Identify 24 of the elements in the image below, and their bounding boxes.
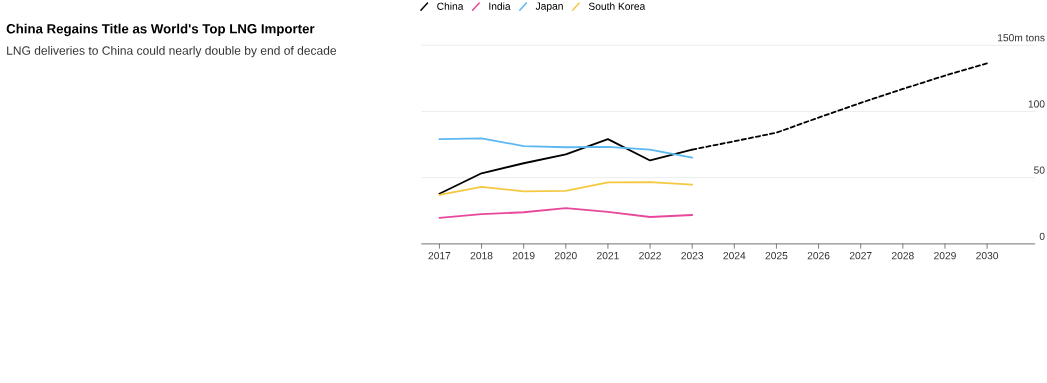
x-tick-label: 2021 xyxy=(597,252,619,260)
x-tick-label: 2017 xyxy=(428,252,451,260)
x-tick-label: 2024 xyxy=(723,252,746,260)
x-tick-label: 2019 xyxy=(512,252,535,260)
x-tick-label: 2030 xyxy=(976,252,999,260)
x-tick-label: 2022 xyxy=(639,252,661,260)
text: China Regains Title as World's Top LNG Importer xyxy=(6,23,315,37)
x-tick-label: 2027 xyxy=(849,252,872,260)
legend-label: South Korea xyxy=(588,2,646,10)
legend-label: China xyxy=(437,2,464,10)
x-tick-label: 2020 xyxy=(554,252,577,260)
y-tick-label: 150m tons xyxy=(998,34,1045,42)
x-tick-label: 2026 xyxy=(807,252,830,260)
text: LNG deliveries to China could nearly double by end of decade xyxy=(7,46,337,58)
legend-label: India xyxy=(489,2,511,10)
legend-label: Japan xyxy=(535,2,563,12)
x-tick-label: 2025 xyxy=(765,252,788,260)
x-tick-label: 2023 xyxy=(681,252,704,260)
y-tick-label: 0 xyxy=(1039,232,1045,240)
y-tick-label: 100 xyxy=(1028,100,1045,108)
x-tick-label: 2029 xyxy=(934,252,956,260)
x-tick-label: 2018 xyxy=(470,252,493,260)
y-tick-label: 50 xyxy=(1034,166,1045,174)
x-tick-label: 2028 xyxy=(891,252,914,260)
